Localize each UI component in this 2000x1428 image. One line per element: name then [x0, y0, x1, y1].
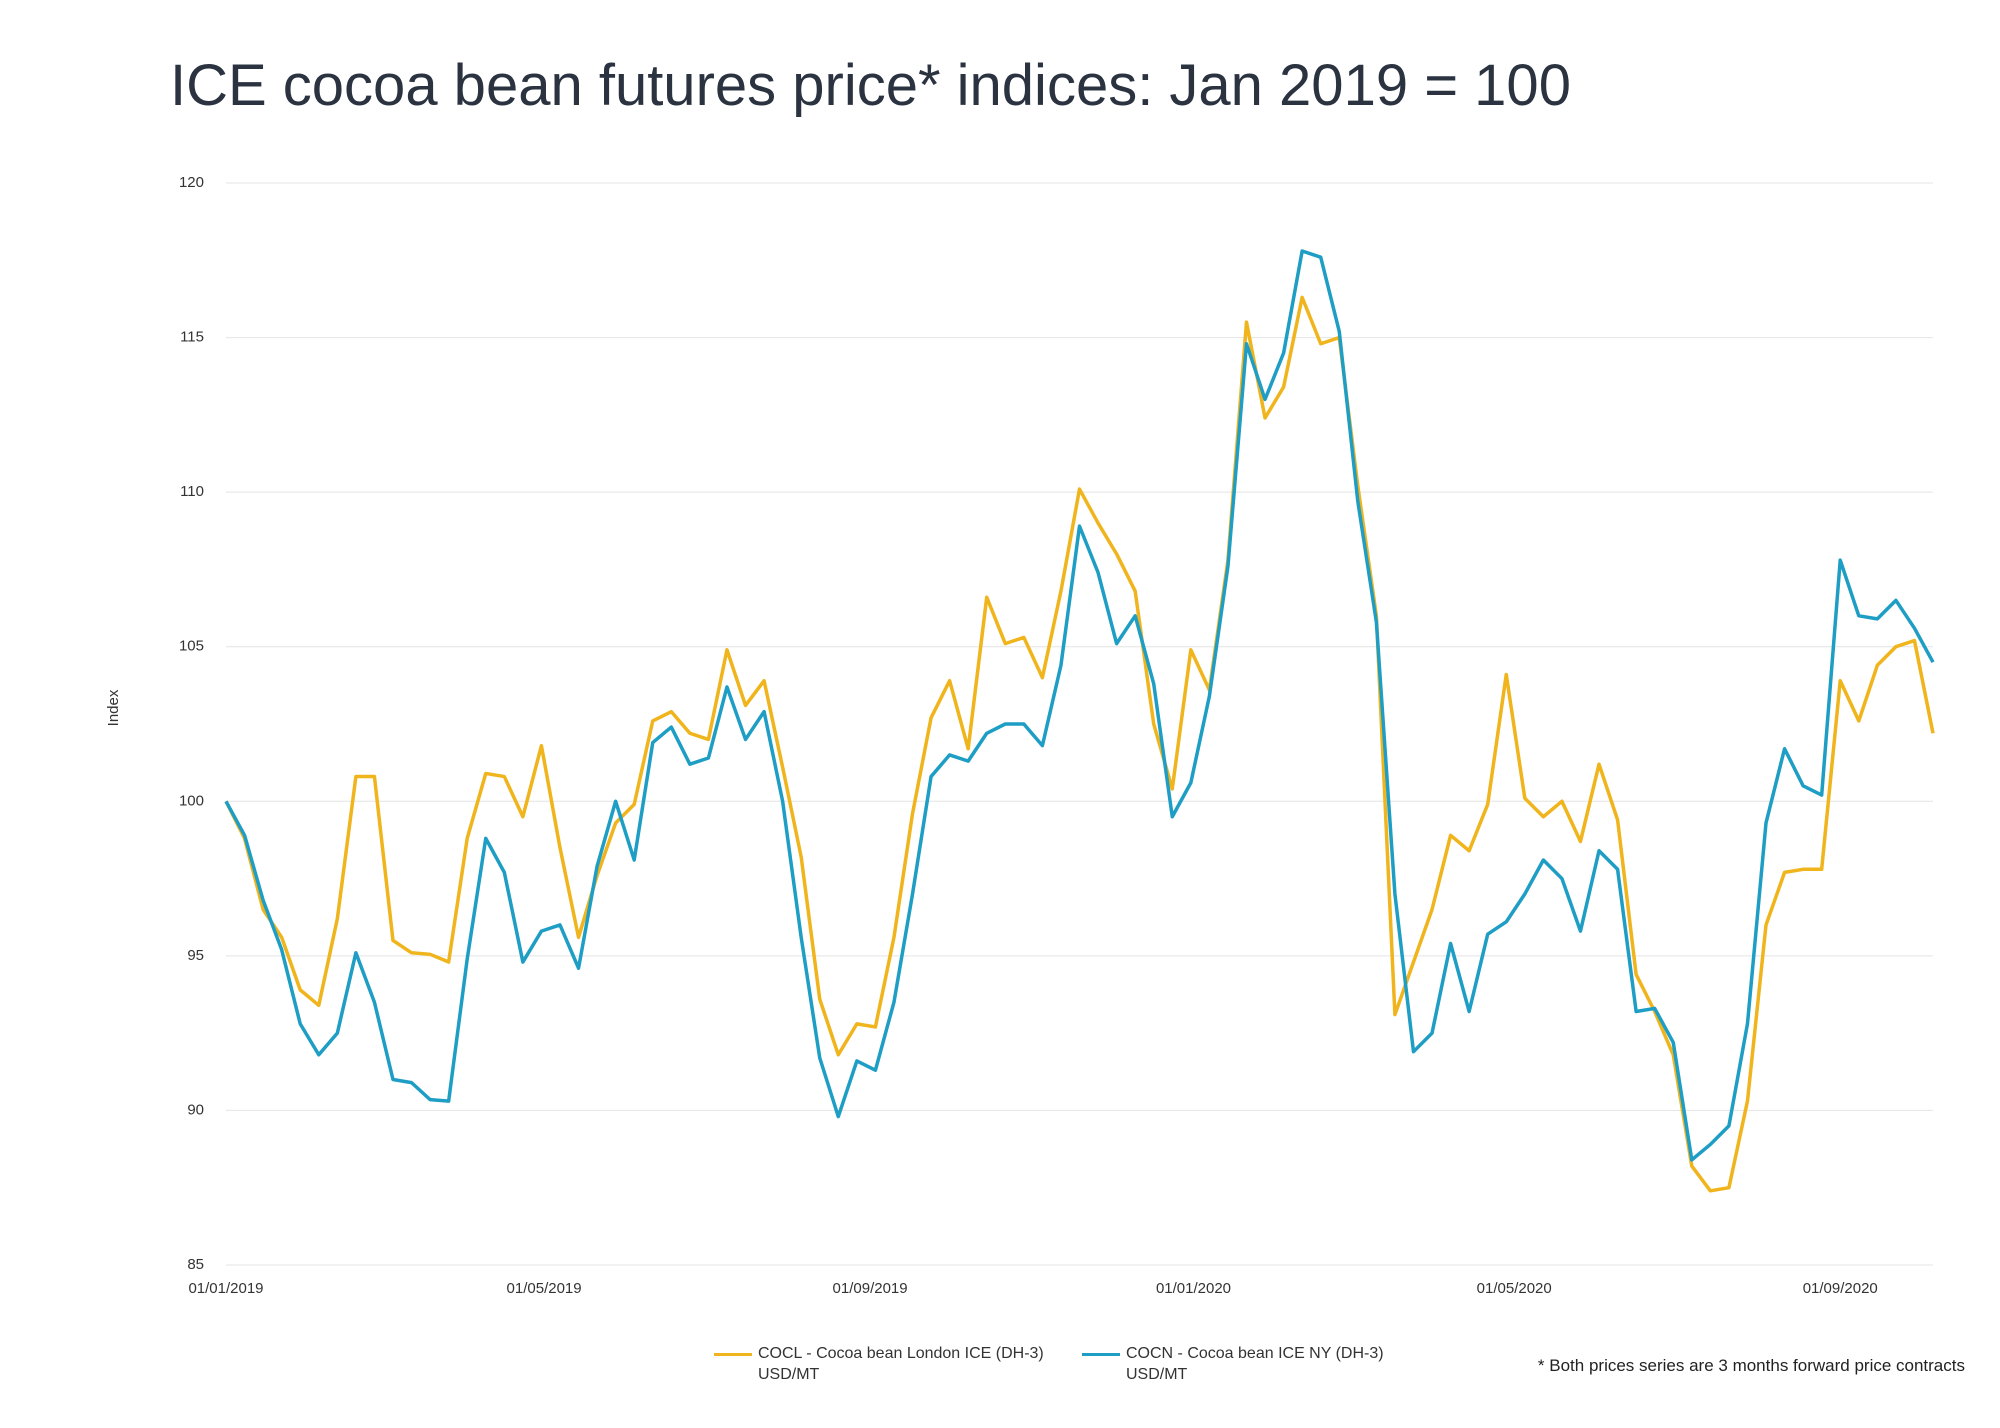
legend-item: COCN - Cocoa bean ICE NY (DH-3) USD/MT [1082, 1343, 1384, 1385]
chart-title: ICE cocoa bean futures price* indices: J… [170, 53, 1571, 118]
x-tick-label: 01/01/2019 [188, 1280, 263, 1297]
y-tick-label: 115 [180, 329, 204, 346]
y-tick-label: 120 [179, 174, 204, 191]
x-tick-label: 01/01/2020 [1156, 1280, 1231, 1297]
legend-swatch [1082, 1353, 1120, 1356]
x-tick-label: 01/05/2020 [1477, 1280, 1552, 1297]
y-tick-label: 100 [179, 792, 204, 809]
x-tick-label: 01/05/2019 [507, 1280, 582, 1297]
legend-label: COCN - Cocoa bean ICE NY (DH-3) USD/MT [1126, 1345, 1384, 1383]
series-line [224, 249, 1935, 1162]
legend-label: COCL - Cocoa bean London ICE (DH-3) USD/… [758, 1345, 1044, 1383]
y-tick-label: 95 [187, 947, 204, 964]
legend-item: COCL - Cocoa bean London ICE (DH-3) USD/… [714, 1343, 1044, 1385]
footnote: * Both prices series are 3 months forwar… [1537, 1356, 1965, 1375]
x-tick-label: 01/09/2019 [833, 1280, 908, 1297]
legend-swatch [714, 1353, 752, 1356]
y-tick-label: 105 [179, 638, 204, 655]
y-tick-label: 110 [180, 483, 204, 500]
series-line [224, 295, 1935, 1193]
y-axis-label: Index [105, 689, 122, 726]
y-tick-label: 85 [187, 1256, 204, 1273]
x-tick-label: 01/09/2020 [1803, 1280, 1878, 1297]
y-tick-label: 90 [187, 1101, 204, 1118]
